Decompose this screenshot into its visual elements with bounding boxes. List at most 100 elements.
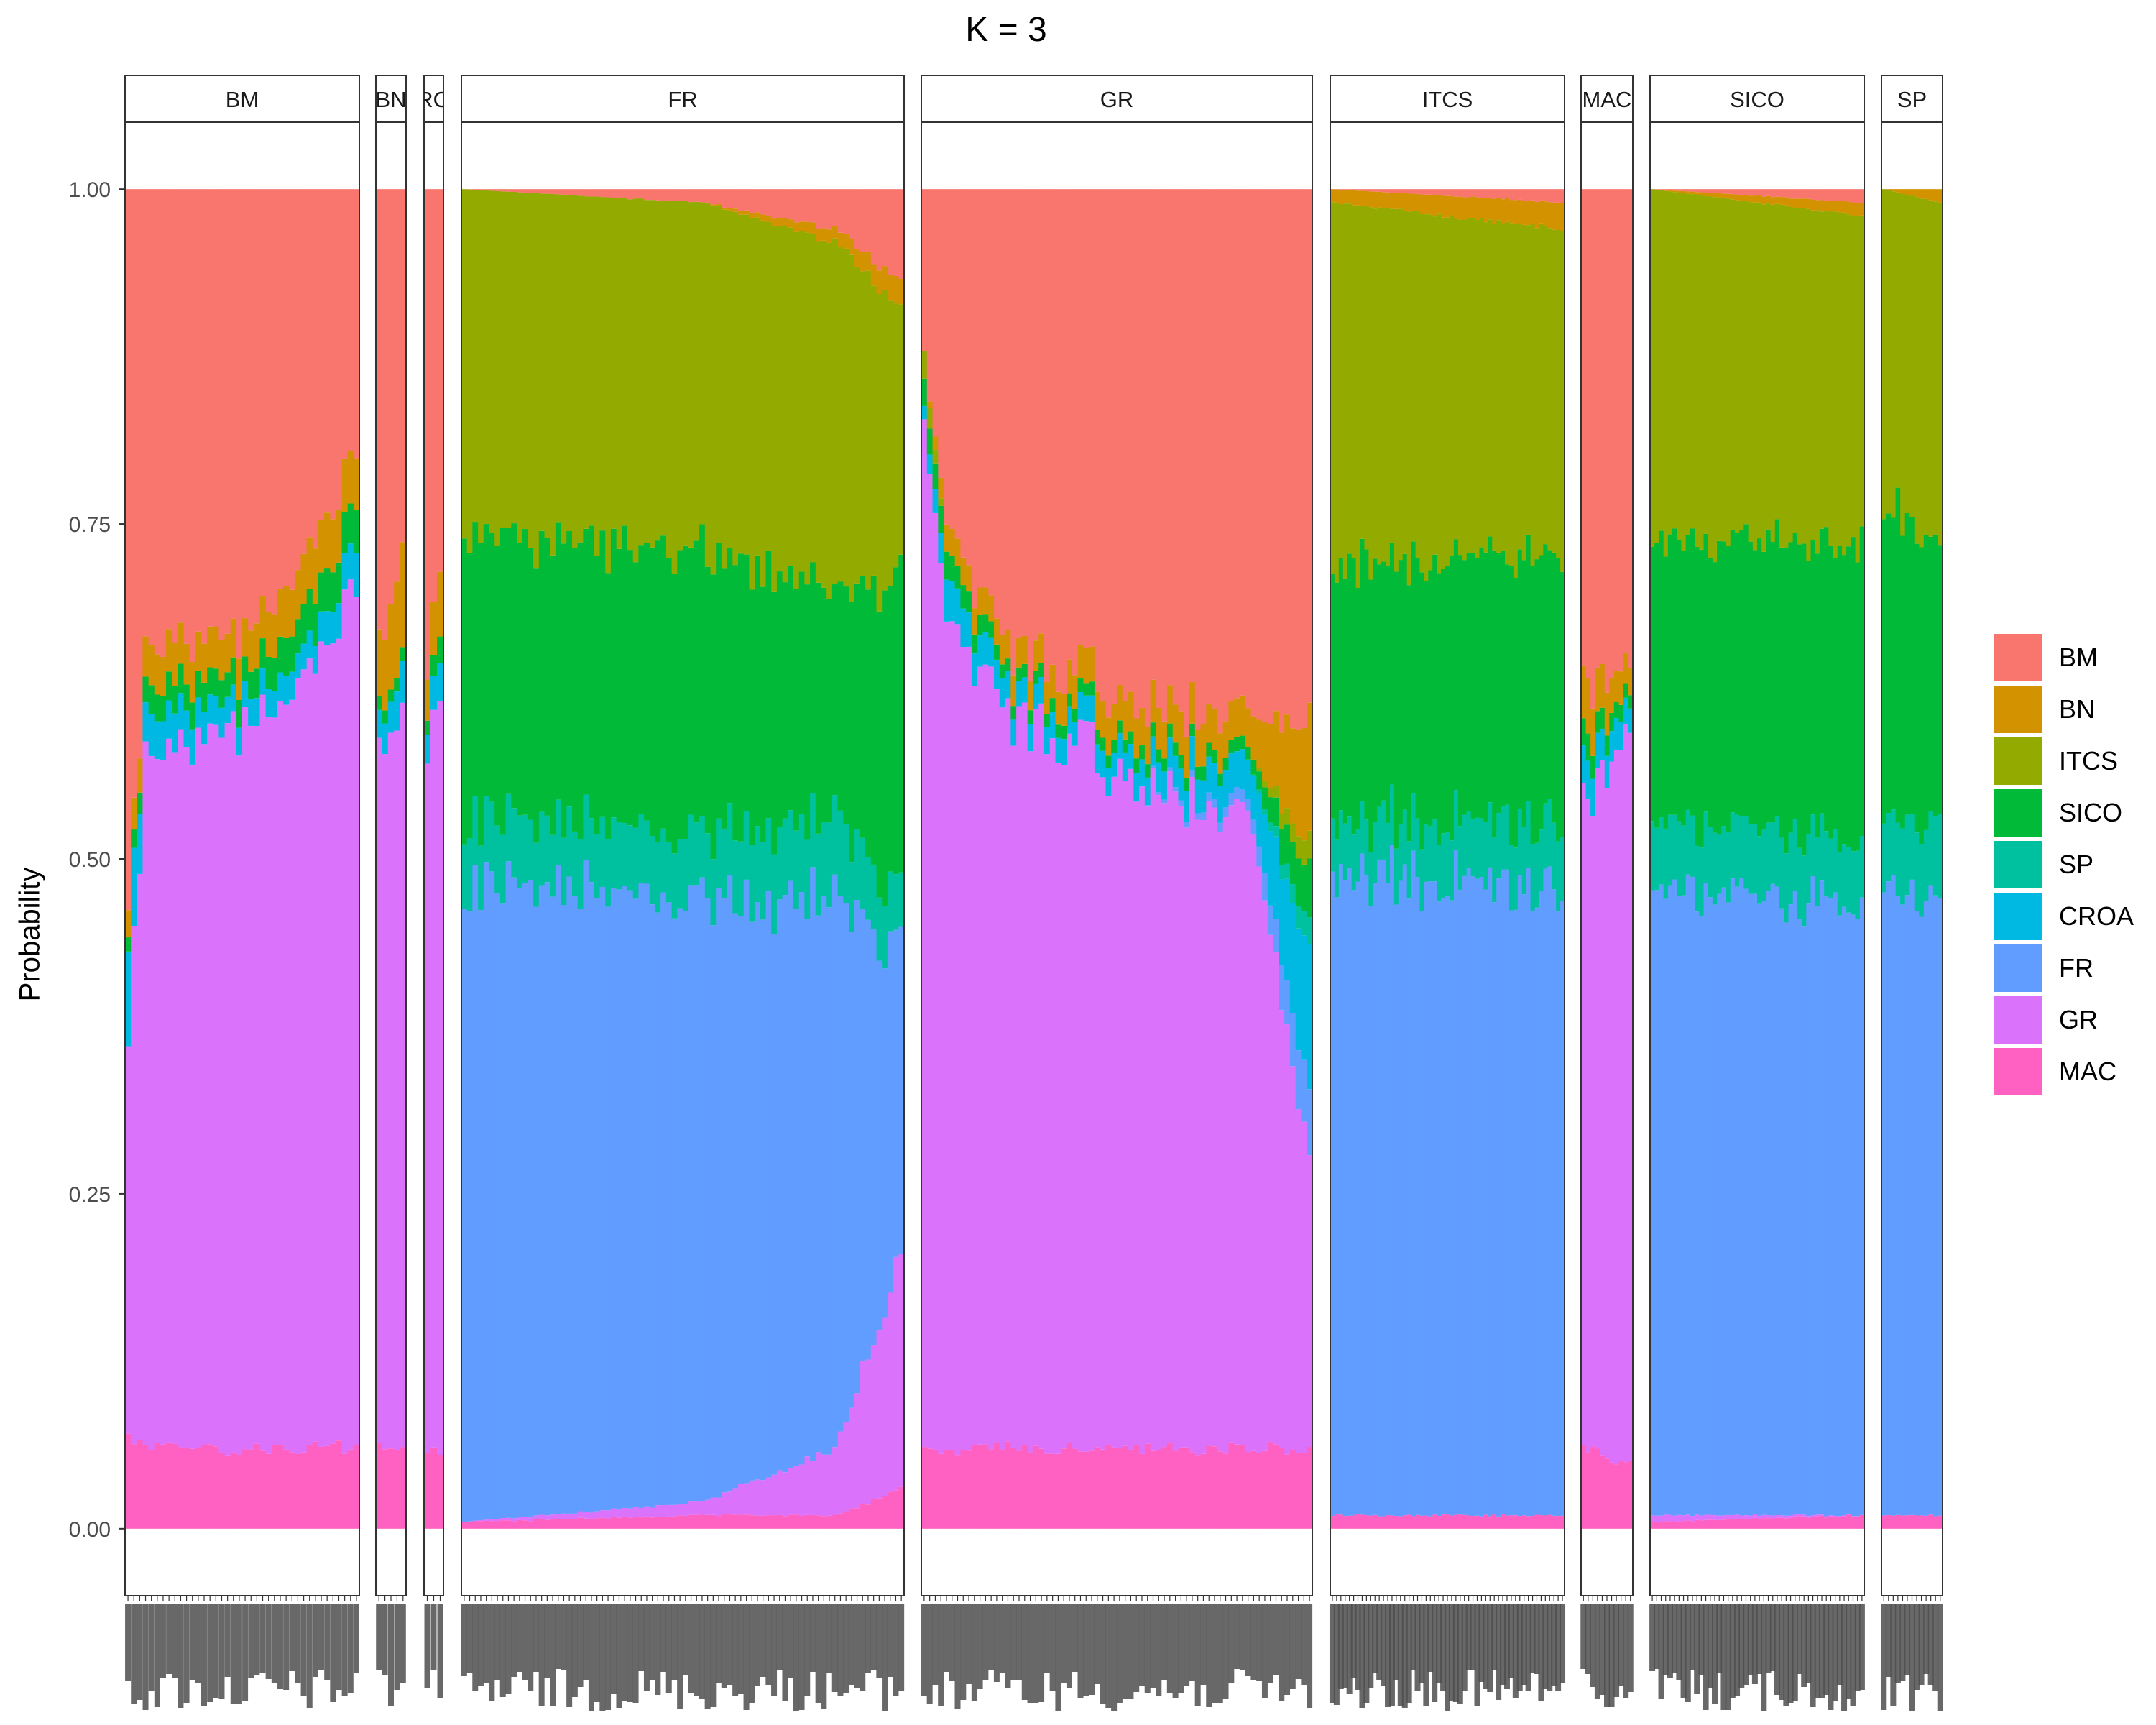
bar-segment-mac [1381, 1516, 1386, 1529]
bar-segment-sp [710, 859, 717, 926]
bar-segment-bn [1212, 708, 1218, 750]
bar-segment-bm [1483, 189, 1488, 198]
bar-segment-bm [300, 189, 308, 554]
legend-swatch [1994, 737, 2042, 785]
bar-segment-fr [1347, 868, 1353, 1516]
bar-segment-bm [1279, 189, 1285, 733]
bar [1792, 189, 1798, 1529]
bar-segment-fr [776, 899, 783, 1471]
bar-segment-bn [160, 656, 167, 696]
x-tick-label [1376, 1604, 1383, 1680]
bar-segment-sp [727, 803, 733, 875]
bar-segment-sico [1156, 749, 1162, 763]
bar-segment-sp [1539, 829, 1544, 891]
bar-segment-sp [505, 794, 512, 862]
bar-segment-sico [1117, 720, 1123, 734]
x-tick-label [1814, 1604, 1820, 1698]
bar-segment-mac [1667, 1521, 1673, 1529]
bar-segment-sp [1806, 834, 1812, 904]
x-tick-label [538, 1604, 545, 1706]
legend-item: BM [1994, 632, 2152, 684]
bar-segment-mac [1654, 1522, 1660, 1529]
bar-segment-sp [860, 837, 866, 909]
x-tick-label [870, 1604, 877, 1670]
bar-segment-fr [1351, 890, 1357, 1516]
bar-segment-croa [201, 712, 208, 745]
bar-segment-bm [1172, 189, 1179, 705]
bar-segment-bm [1289, 189, 1296, 729]
bar-segment-mac [1517, 1516, 1523, 1529]
bar-segment-mac [1178, 1447, 1184, 1529]
x-tick-label [1538, 1604, 1544, 1701]
bar-segment-gr [704, 1499, 711, 1515]
bar-segment-gr [478, 1519, 484, 1522]
bar-segment-fr [561, 905, 567, 1514]
bar-segment-fr [1386, 883, 1391, 1515]
bar-segment-bn [1122, 701, 1129, 740]
bar-segment-gr [1172, 791, 1179, 1451]
bar-segment-bn [295, 570, 302, 620]
bar-segment-mac [489, 1521, 495, 1529]
bar-segment-bm [938, 189, 944, 478]
bar-segment-sp [1250, 774, 1257, 776]
bar-segment-croa [312, 645, 319, 674]
bar-segment-bn [1672, 190, 1677, 193]
bar-segment-fr [577, 908, 584, 1512]
bar-segment-croa [172, 713, 178, 753]
bar-segment-itcs [1730, 199, 1736, 530]
bar-segment-gr [382, 754, 389, 1450]
bar-segment-bm [400, 189, 407, 543]
x-tick-label [494, 1604, 501, 1680]
bar-segment-itcs [1508, 223, 1514, 566]
bar-segment-sico [605, 573, 612, 840]
bar-segment-sico [522, 529, 528, 815]
bar-segment-gr [1089, 722, 1095, 1451]
bar-segment-fr [1654, 890, 1660, 1516]
bar-segment-mac [437, 1455, 444, 1529]
bar-segment-sico [1613, 702, 1619, 718]
bar [1055, 189, 1061, 1529]
bar-segment-gr [583, 1512, 589, 1519]
bar-segment-sp [566, 806, 573, 877]
bar-segment-gr [1133, 801, 1140, 1445]
bar-segment-mac [1441, 1514, 1446, 1529]
bar-segment-bn [1539, 200, 1544, 224]
bar-segment-bn [1699, 192, 1705, 196]
bar-segment-bn [1144, 727, 1151, 765]
bar-segment-sp [1386, 822, 1391, 883]
bar-segment-itcs [1488, 219, 1493, 537]
bar-segment-bm [1144, 189, 1151, 727]
bar-segment-croa [1044, 727, 1051, 755]
bar-segment-gr [1654, 1515, 1660, 1522]
bar-segment-mac [1761, 1518, 1767, 1529]
bar-segment-mac [755, 1515, 761, 1529]
bar-segment-bn [265, 612, 272, 657]
bar-segment-bn [400, 542, 407, 648]
x-tick-label [821, 1604, 827, 1709]
bar-segment-itcs [1342, 203, 1348, 579]
bar-segment-bm [1534, 189, 1540, 202]
bar-segment-gr [1837, 1516, 1843, 1517]
bar-segment-sico [1543, 544, 1548, 804]
bar-segment-gr [289, 699, 295, 1453]
bar-segment-fr [1377, 859, 1382, 1517]
bar-segment-bm [821, 189, 827, 229]
bar-segment-fr [1307, 1089, 1313, 1156]
bar-segment-itcs [898, 304, 905, 555]
bar-segment-sico [1301, 864, 1307, 911]
bar-segment-gr [1217, 832, 1224, 1452]
bar-segment-bn [1501, 199, 1506, 224]
bar-segment-fr [1757, 903, 1762, 1516]
bar [788, 189, 794, 1529]
legend-label: FR [2059, 953, 2093, 983]
bar-segment-bn [1623, 653, 1629, 684]
bar-segment-itcs [1654, 189, 1660, 544]
bar-segment-sp [1837, 852, 1843, 916]
bar-segment-bn [1717, 193, 1722, 198]
bar-segment-croa [1033, 683, 1039, 709]
bar-segment-bn [710, 204, 717, 206]
x-tick-label [1890, 1604, 1897, 1706]
bar-segment-croa [1585, 760, 1591, 799]
bar-segment-bn [1748, 196, 1754, 203]
bar-segment-sp [870, 864, 877, 929]
